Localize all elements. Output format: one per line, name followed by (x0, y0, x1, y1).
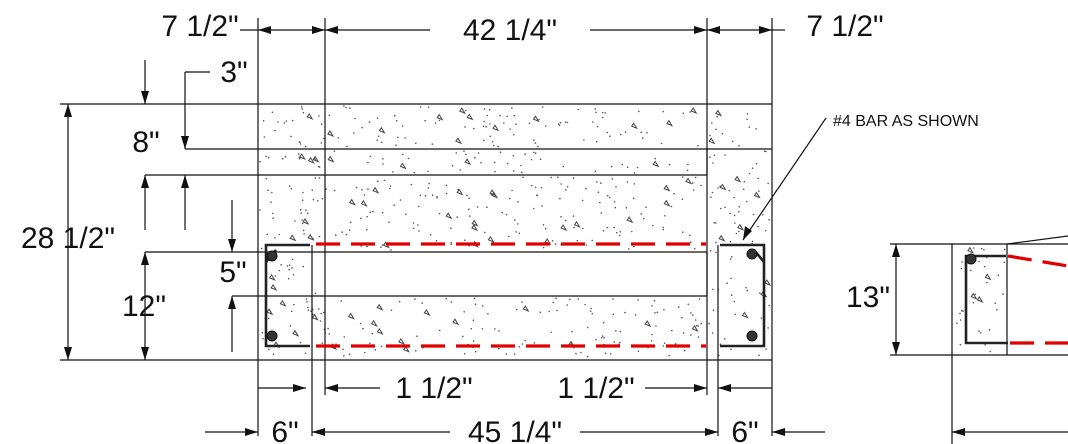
dim-top-left: 7 1/2" (161, 10, 238, 43)
dim-top-mid: 42 1/4" (463, 14, 557, 47)
dim-lower-depth: 12" (122, 290, 166, 323)
rebar-dashed-lines (316, 242, 706, 348)
annotation-bar-note: #4 BAR AS SHOWN (833, 113, 979, 130)
section-outline (60, 103, 773, 361)
clear-cover-dimension (258, 384, 772, 392)
dim-clear-left: 1 1/2" (395, 372, 472, 405)
extension-lines (257, 18, 773, 436)
bottom-dimension-line (205, 428, 825, 436)
annotation-leader (742, 117, 827, 241)
dim-bottom-mid: 45 1/4" (468, 416, 562, 444)
dim-bottom-right: 6" (731, 416, 758, 444)
concrete-stipple (259, 105, 1006, 358)
dim-top-cover: 3" (220, 56, 247, 89)
dim-clear-right: 1 1/2" (557, 372, 634, 405)
left-vertical-dimensions (64, 60, 236, 360)
dim-bottom-left: 6" (271, 416, 298, 444)
dim-upper-depth: 8" (132, 126, 159, 159)
rebar-dots (266, 248, 758, 342)
dim-total-height: 28 1/2" (21, 222, 115, 255)
dimension-labels: 7 1/2" 42 1/4" 7 1/2" 3" 8" 28 1/2" 5" 1… (21, 10, 979, 444)
top-dimension-line (240, 26, 785, 34)
dim-top-right: 7 1/2" (806, 10, 883, 43)
dim-side-height: 13" (846, 281, 890, 314)
dim-inner-gap: 5" (219, 256, 246, 289)
right-partial-section (890, 235, 1068, 444)
